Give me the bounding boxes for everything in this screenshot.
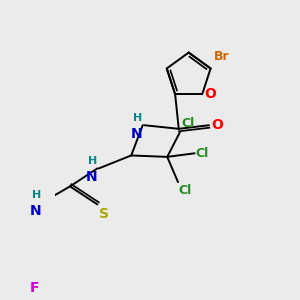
Text: H: H bbox=[88, 156, 98, 166]
Text: O: O bbox=[211, 118, 223, 132]
Text: Cl: Cl bbox=[179, 184, 192, 196]
Text: N: N bbox=[131, 127, 143, 141]
Text: O: O bbox=[204, 87, 216, 101]
Text: Cl: Cl bbox=[195, 147, 208, 160]
Text: H: H bbox=[134, 113, 143, 123]
Text: S: S bbox=[99, 207, 109, 220]
Text: N: N bbox=[30, 204, 41, 218]
Text: Cl: Cl bbox=[181, 117, 194, 130]
Text: F: F bbox=[29, 281, 39, 296]
Text: N: N bbox=[86, 170, 98, 184]
Text: Br: Br bbox=[214, 50, 229, 63]
Text: H: H bbox=[32, 190, 41, 200]
